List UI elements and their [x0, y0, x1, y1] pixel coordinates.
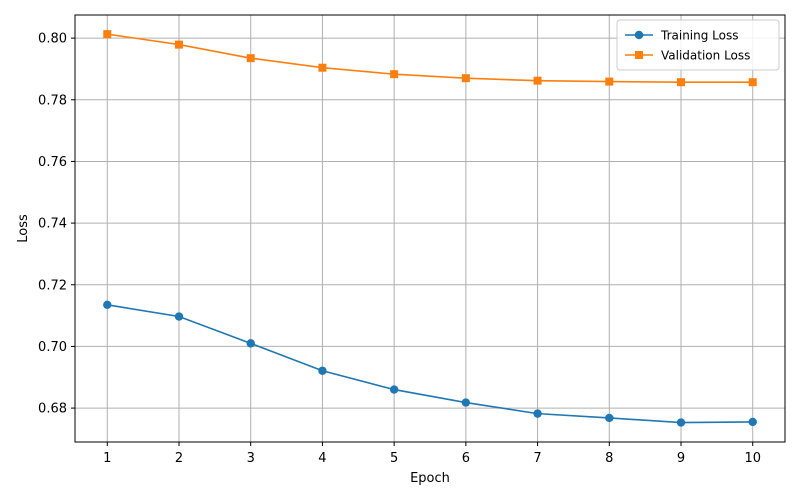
x-tick-label: 3 [247, 451, 255, 466]
legend: Training Loss Validation Loss [616, 19, 780, 71]
plot-frame [74, 14, 786, 443]
x-tick-label: 6 [462, 451, 470, 466]
data-point [461, 74, 470, 83]
legend-marker [635, 51, 643, 59]
y-tick-label: 0.70 [38, 340, 67, 355]
y-tick-label: 0.74 [38, 217, 67, 232]
data-point [605, 77, 614, 86]
data-point [533, 76, 542, 85]
data-point [676, 418, 686, 427]
data-point [533, 409, 542, 418]
y-tick-label: 0.80 [38, 32, 67, 47]
data-point [389, 385, 399, 394]
x-axis-label: Epoch [410, 471, 450, 486]
data-point [174, 312, 184, 321]
x-tick-label: 5 [390, 451, 398, 466]
y-tick-label: 0.78 [38, 93, 67, 108]
data-point [748, 78, 757, 87]
data-point [103, 300, 112, 310]
data-point [103, 30, 112, 39]
y-axis-label: Loss [16, 214, 31, 243]
data-point [677, 78, 686, 87]
legend-item: Training Loss [625, 29, 738, 43]
data-point [390, 70, 399, 79]
series-validation-loss [103, 30, 757, 87]
series-line [107, 33, 753, 84]
legend-item: Validation Loss [625, 49, 750, 63]
data-point [318, 63, 327, 72]
x-tick-label: 9 [677, 451, 685, 466]
x-tick-label: 2 [175, 451, 183, 466]
data-point [246, 54, 255, 63]
legend-marker [634, 30, 644, 40]
data-point [461, 398, 471, 407]
data-point [605, 413, 614, 423]
data-point [318, 366, 327, 375]
data-point [174, 40, 183, 49]
data-point [748, 417, 757, 427]
tick-layer: 1 2 3 4 5 6 7 8 9 10 0.68 0.70 0.72 0.74 0.76 0.78 0.80 [38, 32, 761, 466]
y-tick-label: 0.72 [38, 278, 67, 293]
series-training-loss [103, 300, 757, 427]
x-tick-label: 1 [103, 451, 111, 466]
legend-box [616, 19, 780, 71]
data-point [246, 339, 255, 348]
y-tick-label: 0.76 [38, 155, 67, 170]
x-tick-label: 8 [605, 451, 613, 466]
x-tick-label: 7 [533, 451, 541, 466]
series-layer [103, 30, 757, 427]
legend-label: Validation Loss [661, 49, 750, 63]
x-tick-label: 4 [318, 451, 326, 466]
series-line [107, 304, 753, 424]
y-tick-label: 0.68 [38, 402, 67, 417]
x-tick-label: 10 [744, 451, 761, 466]
legend-label: Training Loss [660, 29, 738, 43]
